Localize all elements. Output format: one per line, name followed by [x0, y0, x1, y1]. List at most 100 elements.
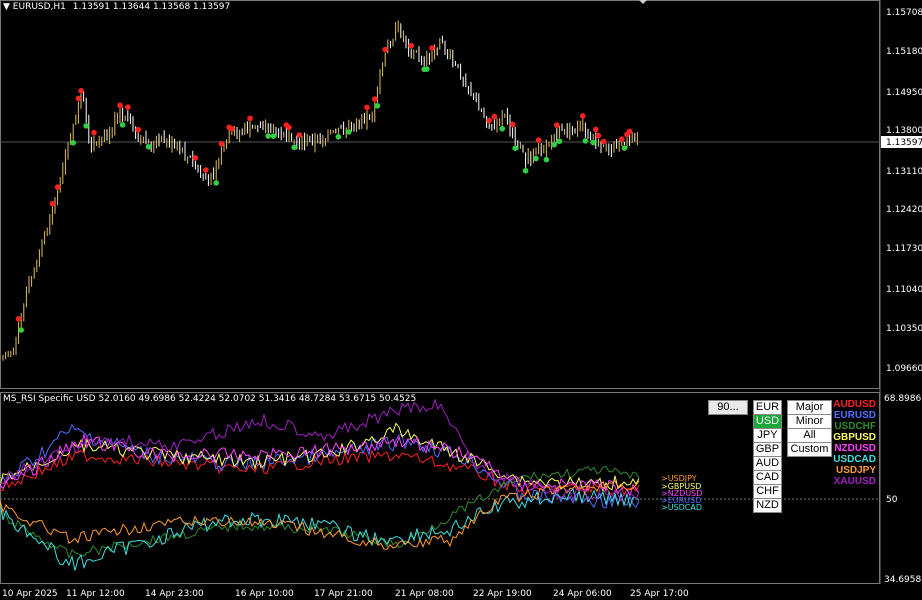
- line-label-text: >USDJPY: [661, 474, 697, 483]
- rsi-line: [0, 422, 640, 493]
- legend-audusd: AUDUSD: [833, 399, 876, 410]
- currency-button-cad[interactable]: CAD: [753, 470, 782, 485]
- rsi-line: [0, 398, 640, 503]
- rsi-lines-layer: [0, 398, 640, 571]
- scroll-marker[interactable]: [639, 0, 647, 4]
- sell-signal-dot: [600, 138, 607, 145]
- buy-signal-dot: [270, 133, 277, 139]
- sell-signal-dot: [117, 102, 123, 109]
- indicator-header: MS_RSI Specific USD 52.0160 49.6986 52.4…: [3, 394, 416, 404]
- currency-button-eur[interactable]: EUR: [753, 400, 782, 415]
- line-label-text: >EURUSD: [661, 496, 702, 505]
- currency-button-label: NZD: [756, 499, 779, 511]
- rsi-line: [0, 423, 640, 509]
- sell-signal-dot: [429, 45, 435, 51]
- symbol-label: EURUSD,H1: [12, 2, 66, 12]
- group-button-all[interactable]: All: [787, 428, 832, 443]
- indicator-header-text: MS_RSI Specific USD 52.0160 49.6986 52.4…: [3, 394, 417, 404]
- group-button-minor[interactable]: Minor: [787, 414, 832, 429]
- currency-button-chf[interactable]: CHF: [753, 484, 782, 499]
- sell-signal-dot: [595, 132, 602, 139]
- sell-signal-dot: [626, 128, 633, 135]
- legend-eurusd: EURUSD: [834, 410, 876, 421]
- buy-signal-dot: [119, 122, 126, 128]
- currency-button-label: GBP: [755, 443, 780, 455]
- time-tick: 25 Apr 17:00: [630, 589, 689, 599]
- sell-signal-dot: [203, 167, 209, 173]
- currency-button-gbp[interactable]: GBP: [753, 442, 782, 457]
- period-input[interactable]: 90...: [708, 400, 748, 415]
- sell-signal-dot: [486, 117, 493, 124]
- legend-label: XAUUSD: [833, 476, 876, 487]
- legend-usdchf: USDCHF: [834, 421, 876, 432]
- sell-signal-dot: [229, 126, 235, 132]
- currency-button-jpy[interactable]: JPY: [753, 428, 782, 443]
- sell-signal-dot: [535, 137, 542, 143]
- line-label-text: >GBPUSD: [661, 482, 702, 491]
- price-tick: 1.09660: [886, 364, 922, 374]
- buy-signal-dot: [621, 145, 628, 151]
- time-tick: 14 Apr 23:00: [145, 589, 204, 599]
- period-value: 90...: [717, 401, 739, 413]
- legend-label: USDJPY: [835, 465, 876, 476]
- sell-signal-dot: [554, 122, 560, 128]
- line-label-nzdusd: >NZDUSD: [661, 489, 702, 498]
- group-button-major[interactable]: Major: [787, 400, 832, 415]
- sell-signal-dot: [54, 184, 61, 190]
- buy-signal-dot: [335, 134, 342, 140]
- rsi-line: [0, 465, 640, 560]
- rsi-line: [0, 434, 640, 497]
- time-tick: 22 Apr 19:00: [473, 589, 532, 599]
- sell-signal-dot: [125, 104, 131, 110]
- currency-button-label: AUD: [755, 457, 780, 469]
- time-tick: 11 Apr 12:00: [66, 589, 125, 599]
- buy-signal-dot: [70, 139, 76, 146]
- buy-signal-dot: [522, 167, 529, 174]
- rsi-tick: 50: [886, 495, 898, 505]
- price-tick: 1.13800: [886, 126, 922, 136]
- sell-signal-dot: [593, 126, 599, 133]
- sell-signal-dot: [78, 88, 84, 94]
- sell-signal-dot: [296, 132, 303, 138]
- indicator-axis: 68.8986 50 34.6958: [884, 394, 921, 585]
- current-price-box: [881, 136, 922, 148]
- buy-signal-dot: [424, 66, 430, 72]
- line-label-usdjpy: >USDJPY: [661, 474, 697, 483]
- currency-button-label: JPY: [757, 429, 778, 441]
- group-button-custom[interactable]: Custom: [787, 442, 832, 457]
- currency-button-aud[interactable]: AUD: [753, 456, 782, 471]
- buy-signal-dot: [551, 141, 557, 148]
- sell-signal-dot: [382, 46, 389, 53]
- price-tick: 1.14950: [886, 88, 922, 98]
- legend-label: EURUSD: [833, 410, 876, 421]
- rsi-tick: 34.6958: [884, 575, 921, 585]
- chart-menu-arrow-icon[interactable]: ▼: [3, 2, 10, 12]
- buy-signal-dot: [18, 327, 25, 333]
- buy-signal-dot: [346, 129, 352, 135]
- group-button-label: Major: [795, 401, 824, 413]
- main-chart-header: ▼ EURUSD,H1 1.13591 1.13644 1.13568 1.13…: [3, 2, 230, 12]
- currency-button-usd[interactable]: USD: [753, 414, 782, 429]
- line-label-usdcad: >USDCAD: [661, 503, 702, 512]
- sell-signal-dot: [247, 115, 253, 122]
- current-price-label: 1.13597: [886, 138, 922, 148]
- buy-signal-dot: [512, 145, 518, 152]
- sell-signal-dot: [580, 113, 586, 119]
- sell-signal-dot: [491, 113, 498, 120]
- line-label-gbpusd: >GBPUSD: [661, 482, 701, 491]
- sell-signal-dot: [286, 124, 292, 131]
- price-tick: 1.10350: [886, 324, 922, 334]
- signal-dots-layer: [15, 42, 633, 333]
- sell-signal-dot: [75, 95, 82, 102]
- sell-signal-dot: [91, 129, 97, 136]
- sell-signal-dot: [192, 155, 199, 161]
- group-button-label: Minor: [795, 415, 824, 427]
- rsi-line: [0, 480, 640, 550]
- line-label-text: >USDCAD: [661, 503, 703, 512]
- legend-nzdusd: NZDUSD: [834, 443, 876, 454]
- buy-signal-dot: [590, 139, 596, 146]
- legend-xauusd: XAUUSD: [834, 476, 876, 487]
- sell-signal-dot: [218, 140, 225, 147]
- currency-button-nzd[interactable]: NZD: [753, 498, 782, 513]
